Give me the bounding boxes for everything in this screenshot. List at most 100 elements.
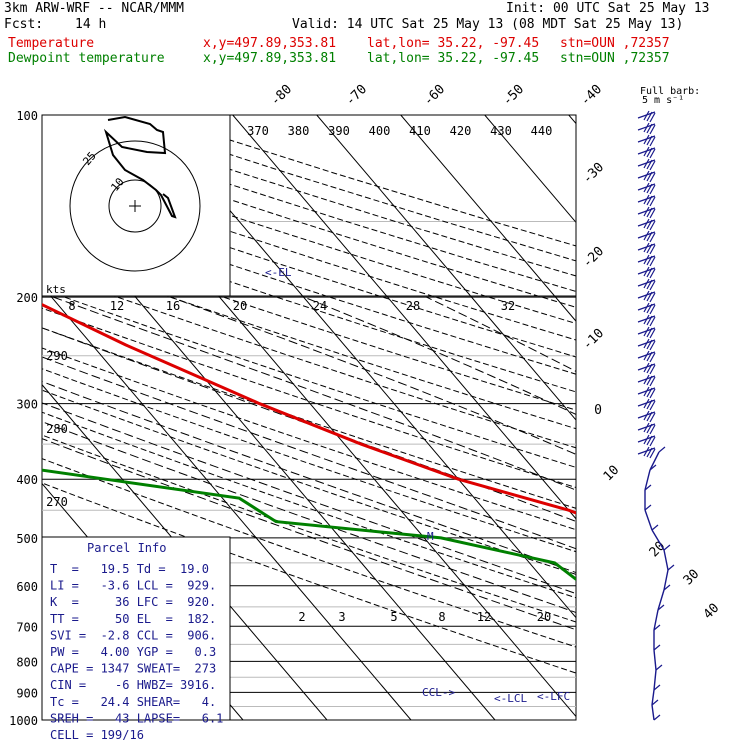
wind-barb-feather (643, 422, 650, 433)
dry-adiabat-260 (42, 458, 576, 648)
hodo-tick-5: 28 (406, 299, 420, 313)
wind-barb-feather (643, 158, 650, 169)
isotherm--70 (42, 383, 328, 720)
wind-barb-feather (643, 146, 650, 157)
wind-barb-staff (653, 649, 657, 671)
temperature-tick-11: 30 (681, 567, 703, 589)
wind-barb-feather (649, 112, 656, 123)
wind-barb-feather (646, 147, 653, 158)
temperature-tick-2: -60 (421, 82, 448, 109)
wind-barb-feather (643, 290, 650, 301)
theta-label-380: 380 (288, 124, 310, 138)
wind-barb-feather (649, 232, 656, 243)
wind-barb-feather (649, 148, 656, 159)
wind-barb-feather (643, 302, 650, 313)
wind-barb-feather (643, 410, 650, 421)
wind-barb-feather (646, 435, 653, 446)
wind-barb-feather (643, 194, 650, 205)
dry-adiabat-330 (42, 307, 576, 489)
wind-barb-staff (653, 669, 657, 691)
wind-barb-feather (649, 244, 656, 255)
wind-barb-feather (649, 292, 656, 303)
parcel-row-0: T = 19.5 Td = 19.0 (50, 562, 209, 576)
wind-barb-feather (644, 484, 652, 491)
temperature-legend: Temperature (8, 36, 95, 51)
wind-barb-staff (657, 589, 665, 611)
wind-barb-feather (653, 714, 661, 721)
isotherm-0 (400, 115, 576, 322)
wind-barb-feather (649, 364, 656, 375)
temperature-tick-3: -50 (500, 82, 527, 109)
wind-barb-feather (649, 172, 656, 183)
moist-adiabat--10 (42, 438, 576, 631)
wind-barb-feather (651, 524, 659, 531)
theta-left-label-1: 280 (46, 422, 68, 436)
wind-barb-feather (646, 267, 653, 278)
theta-label-410: 410 (409, 124, 431, 138)
wind-barb-feather (646, 447, 653, 458)
wind-barb-feather (646, 411, 653, 422)
parcel-row-8: Tc = 24.4 SHEAR= 4. (50, 695, 216, 709)
wind-barb-feather (649, 196, 656, 207)
wind-barb-feather (649, 316, 656, 327)
pressure-label-100: 100 (16, 109, 38, 123)
wind-barb-feather (646, 387, 653, 398)
ccl-marker: CCL-> (422, 686, 455, 699)
parcel-info-title: Parcel Info (87, 541, 166, 555)
dry-adiabat-320 (42, 327, 576, 509)
wind-barb-feather (643, 434, 650, 445)
wind-barb-staff (653, 609, 659, 631)
mixing-ratio-label-0: 2 (298, 610, 305, 624)
theta-label-370: 370 (247, 124, 269, 138)
hodo-unit-label: kts (46, 283, 66, 296)
lfc-marker: <-LFC (537, 690, 570, 703)
parcel-row-10: CELL = 199/16 (50, 728, 144, 740)
wind-barb-feather (643, 398, 650, 409)
theta-left-label-2: 270 (46, 495, 68, 509)
init-time: Init: 00 UTC Sat 25 May 13 (506, 1, 710, 16)
theta-label-420: 420 (450, 124, 472, 138)
wind-barb-feather (643, 446, 650, 457)
wind-barb-staff (651, 704, 655, 721)
wind-barb-feather (649, 256, 656, 267)
wind-barb-feather (651, 699, 659, 706)
temperature-tick-6: -20 (580, 244, 607, 271)
pressure-label-200: 200 (16, 291, 38, 305)
moist-adiabat-20 (53, 296, 576, 491)
wind-barb-feather (646, 363, 653, 374)
wind-barb-feather (649, 400, 656, 411)
moist-adiabat-25 (170, 296, 576, 455)
theta-label-430: 430 (490, 124, 512, 138)
isotherm--30 (148, 115, 576, 619)
wind-barb-feather (643, 278, 650, 289)
dewpoint-xy: x,y=497.89,353.81 (203, 51, 337, 66)
wind-barb-feather (643, 134, 650, 145)
parcel-row-3: TT = 50 EL = 182. (50, 612, 216, 626)
wind-barb-feather (649, 280, 656, 291)
mixing-ratio-label-5: 20 (537, 610, 551, 624)
m-marker: M (427, 530, 434, 543)
hodo-tick-1: 12 (110, 299, 124, 313)
isotherm--60 (42, 285, 412, 720)
wind-barb-feather (655, 664, 663, 671)
wind-barb-feather (649, 184, 656, 195)
wind-barb-feather (663, 544, 671, 551)
wind-barb-feather (646, 135, 653, 146)
wind-barb-feather (653, 624, 661, 631)
isotherm-10 (484, 115, 576, 224)
wind-barb-feather (649, 208, 656, 219)
isotherm--10 (316, 115, 576, 421)
temperature-latlon: lat,lon= 35.22, -97.45 (367, 36, 540, 51)
pressure-label-500: 500 (16, 532, 38, 546)
wind-barb-feather (646, 123, 653, 134)
wind-barb-feather (643, 122, 650, 133)
wind-barb-feather (643, 350, 650, 361)
moist-adiabat-30 (303, 296, 576, 415)
theta-label-440: 440 (531, 124, 553, 138)
temperature-tick-0: -80 (268, 82, 295, 109)
wind-barb-feather (646, 339, 653, 350)
wind-barb-feather (649, 220, 656, 231)
wind-barb-feather (649, 376, 656, 387)
temperature-tick-5: -30 (580, 160, 607, 187)
